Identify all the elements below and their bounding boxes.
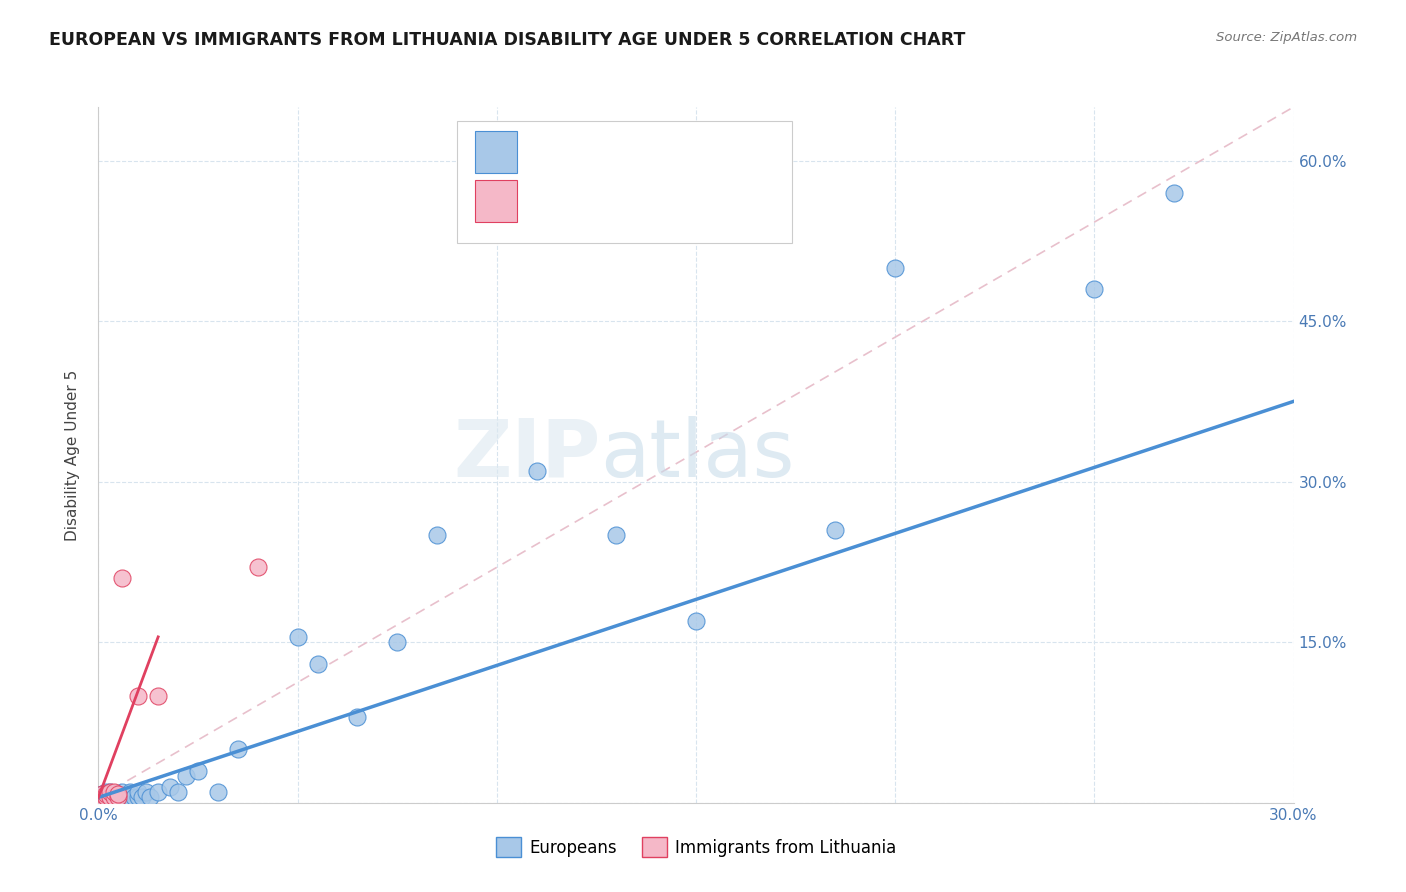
Point (685, 614, 707, 628)
Text: 14: 14 (714, 180, 735, 198)
Point (187, 764, 209, 778)
Point (96, 790, 118, 805)
Point (96, 790, 118, 805)
Point (167, 785, 190, 799)
Text: N =: N = (661, 131, 697, 149)
Y-axis label: Disability Age Under 5: Disability Age Under 5 (65, 369, 80, 541)
Point (174, 769, 197, 783)
Point (824, 523, 846, 537)
Point (107, 790, 129, 805)
Point (148, 785, 170, 799)
Point (1083, 282, 1105, 296)
Point (111, 571, 134, 585)
Point (207, 785, 229, 799)
Text: ZIP: ZIP (453, 416, 600, 494)
Point (127, 785, 149, 799)
Point (159, 780, 181, 794)
Legend: Europeans, Immigrants from Lithuania: Europeans, Immigrants from Lithuania (489, 830, 903, 864)
Text: R =: R = (529, 131, 565, 149)
Point (426, 528, 449, 542)
Point (385, 635, 409, 649)
Point (307, 657, 329, 671)
Point (526, 464, 548, 478)
Point (107, 790, 129, 805)
Text: 0.454: 0.454 (589, 180, 636, 198)
Point (120, 790, 142, 805)
Point (103, 790, 125, 805)
Point (120, 785, 142, 799)
Point (91, 790, 114, 805)
Point (139, 790, 162, 805)
Point (100, 790, 122, 805)
Point (100, 790, 122, 805)
Point (103, 785, 125, 799)
Point (127, 790, 149, 805)
Point (127, 689, 149, 703)
Point (91, 790, 114, 805)
Text: Source: ZipAtlas.com: Source: ZipAtlas.com (1216, 31, 1357, 45)
Point (100, 785, 122, 799)
Point (91, 787, 114, 801)
Point (103, 790, 125, 805)
FancyBboxPatch shape (457, 121, 792, 243)
Point (135, 785, 157, 799)
Point (96, 787, 118, 801)
Text: 0.642: 0.642 (589, 131, 636, 149)
Text: 40: 40 (714, 131, 735, 149)
Point (605, 528, 627, 542)
Point (100, 785, 122, 799)
Point (96, 785, 118, 799)
Text: EUROPEAN VS IMMIGRANTS FROM LITHUANIA DISABILITY AGE UNDER 5 CORRELATION CHART: EUROPEAN VS IMMIGRANTS FROM LITHUANIA DI… (49, 31, 966, 49)
Point (287, 630, 309, 644)
Point (1163, 186, 1185, 200)
Text: R =: R = (529, 180, 565, 198)
Point (884, 260, 907, 275)
Point (124, 790, 146, 805)
Point (111, 785, 134, 799)
Point (131, 790, 153, 805)
Text: N =: N = (661, 180, 697, 198)
FancyBboxPatch shape (475, 131, 517, 173)
Point (115, 790, 138, 805)
Point (91, 787, 114, 801)
Point (148, 689, 170, 703)
Point (226, 742, 249, 756)
Point (246, 560, 269, 574)
Text: atlas: atlas (600, 416, 794, 494)
FancyBboxPatch shape (475, 180, 517, 222)
Point (111, 790, 134, 805)
Point (103, 787, 125, 801)
Point (107, 787, 129, 801)
Point (346, 710, 368, 724)
Point (107, 787, 129, 801)
